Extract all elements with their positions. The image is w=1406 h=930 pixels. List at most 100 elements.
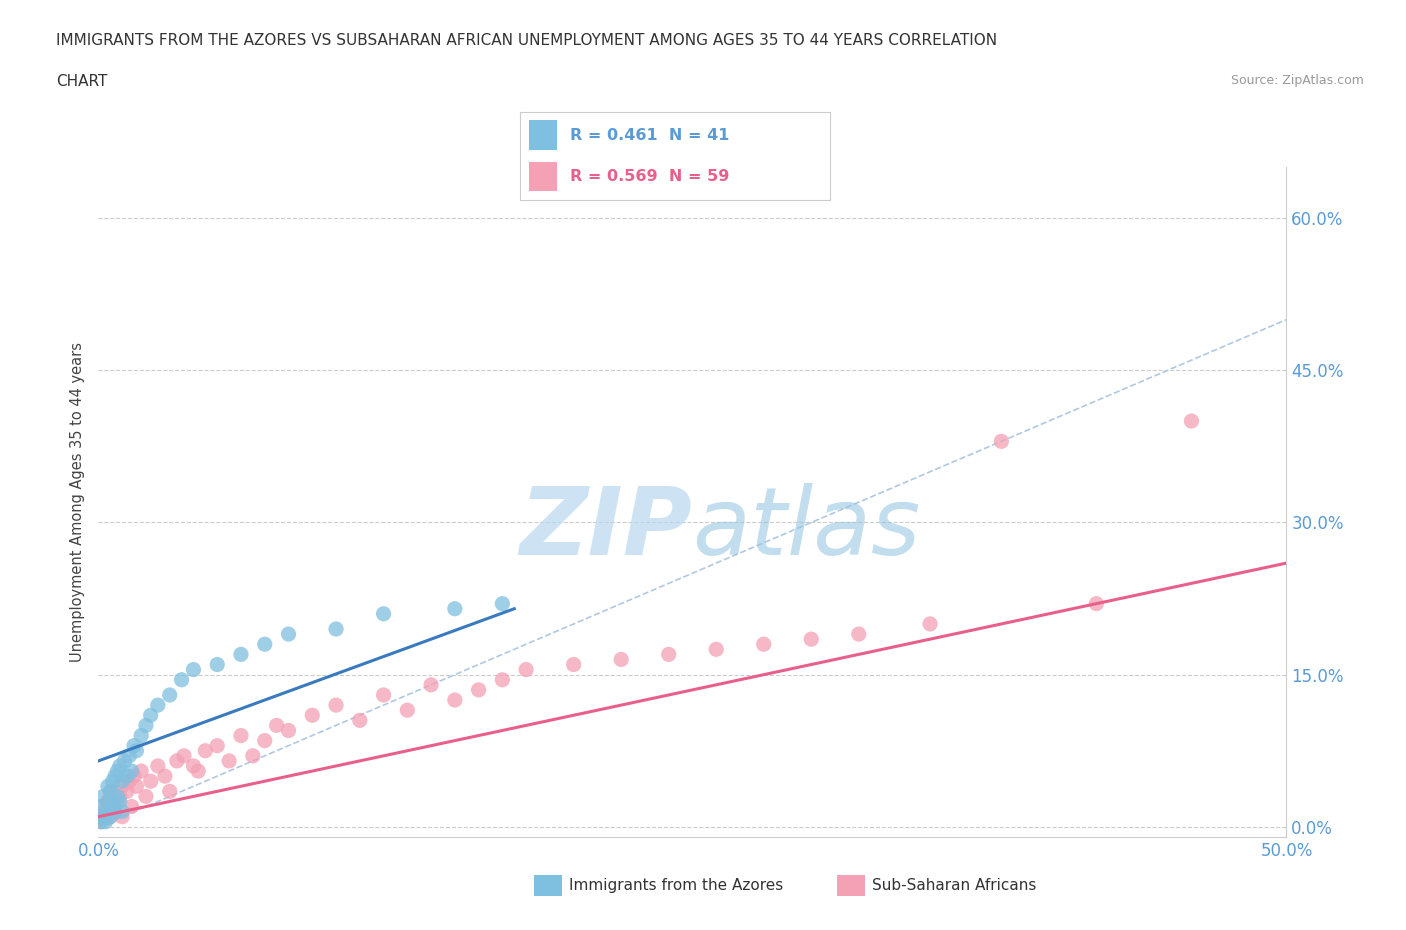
- Text: IMMIGRANTS FROM THE AZORES VS SUBSAHARAN AFRICAN UNEMPLOYMENT AMONG AGES 35 TO 4: IMMIGRANTS FROM THE AZORES VS SUBSAHARAN…: [56, 33, 997, 47]
- Point: [183, 662, 205, 677]
- Point: [98, 784, 121, 799]
- Point: [491, 672, 513, 687]
- Point: [107, 789, 129, 804]
- Bar: [530, 162, 557, 192]
- Point: [325, 621, 347, 636]
- Point: [218, 753, 240, 768]
- Text: Sub-Saharan Africans: Sub-Saharan Africans: [872, 878, 1036, 893]
- Point: [135, 718, 157, 733]
- Text: Immigrants from the Azores: Immigrants from the Azores: [569, 878, 783, 893]
- Point: [325, 698, 347, 712]
- Point: [194, 743, 217, 758]
- Point: [139, 708, 162, 723]
- Point: [108, 794, 131, 809]
- Point: [111, 809, 134, 824]
- Point: [97, 778, 120, 793]
- Point: [115, 784, 138, 799]
- Point: [101, 799, 124, 814]
- Point: [562, 658, 585, 672]
- Point: [122, 769, 145, 784]
- Point: [1085, 596, 1108, 611]
- Point: [98, 789, 121, 804]
- Y-axis label: Unemployment Among Ages 35 to 44 years: Unemployment Among Ages 35 to 44 years: [69, 342, 84, 662]
- Point: [94, 799, 117, 814]
- Point: [800, 631, 823, 646]
- Point: [97, 794, 120, 809]
- Point: [467, 683, 489, 698]
- Point: [114, 753, 136, 768]
- Point: [104, 804, 127, 819]
- Point: [121, 799, 143, 814]
- Point: [111, 774, 134, 789]
- Point: [139, 774, 162, 789]
- Point: [90, 815, 112, 830]
- Point: [115, 769, 138, 784]
- Point: [301, 708, 323, 723]
- Point: [207, 738, 229, 753]
- Point: [420, 677, 443, 692]
- Point: [173, 749, 195, 764]
- Point: [373, 606, 395, 621]
- Point: [187, 764, 209, 778]
- Point: [153, 769, 176, 784]
- Text: R = 0.461  N = 41: R = 0.461 N = 41: [569, 127, 730, 142]
- Point: [108, 759, 131, 774]
- Point: [104, 804, 127, 819]
- Point: [166, 753, 188, 768]
- Point: [94, 804, 117, 819]
- Point: [118, 774, 141, 789]
- Point: [125, 778, 148, 793]
- Point: [91, 789, 114, 804]
- Point: [277, 627, 299, 642]
- Point: [704, 642, 727, 657]
- Point: [253, 733, 276, 748]
- Point: [349, 713, 371, 728]
- Point: [111, 778, 134, 793]
- Point: [229, 728, 252, 743]
- Point: [207, 658, 229, 672]
- Bar: [530, 121, 557, 150]
- Point: [111, 804, 134, 819]
- Point: [253, 637, 276, 652]
- Point: [242, 749, 264, 764]
- Point: [752, 637, 775, 652]
- Point: [97, 794, 120, 809]
- Point: [94, 811, 117, 826]
- Point: [658, 647, 681, 662]
- Point: [444, 602, 467, 617]
- Text: R = 0.569  N = 59: R = 0.569 N = 59: [569, 169, 730, 184]
- Point: [125, 743, 148, 758]
- Point: [90, 815, 112, 830]
- Point: [1180, 414, 1202, 429]
- Point: [491, 596, 513, 611]
- Point: [91, 809, 114, 824]
- Point: [183, 759, 205, 774]
- Point: [101, 784, 124, 799]
- Point: [129, 764, 152, 778]
- Point: [97, 804, 120, 819]
- Point: [90, 799, 112, 814]
- Point: [108, 789, 131, 804]
- Point: [118, 749, 141, 764]
- Point: [444, 693, 467, 708]
- Point: [159, 784, 181, 799]
- Point: [98, 809, 121, 824]
- Point: [146, 698, 169, 712]
- Point: [107, 794, 129, 809]
- Point: [610, 652, 633, 667]
- Text: Source: ZipAtlas.com: Source: ZipAtlas.com: [1230, 74, 1364, 87]
- Point: [170, 672, 193, 687]
- Point: [229, 647, 252, 662]
- Point: [146, 759, 169, 774]
- Point: [515, 662, 537, 677]
- Text: CHART: CHART: [56, 74, 108, 89]
- Point: [848, 627, 870, 642]
- Point: [266, 718, 288, 733]
- Point: [373, 687, 395, 702]
- Point: [277, 723, 299, 737]
- Text: ZIP: ZIP: [520, 483, 692, 575]
- Point: [129, 728, 152, 743]
- Point: [101, 774, 124, 789]
- Point: [107, 764, 129, 778]
- Text: atlas: atlas: [692, 484, 921, 575]
